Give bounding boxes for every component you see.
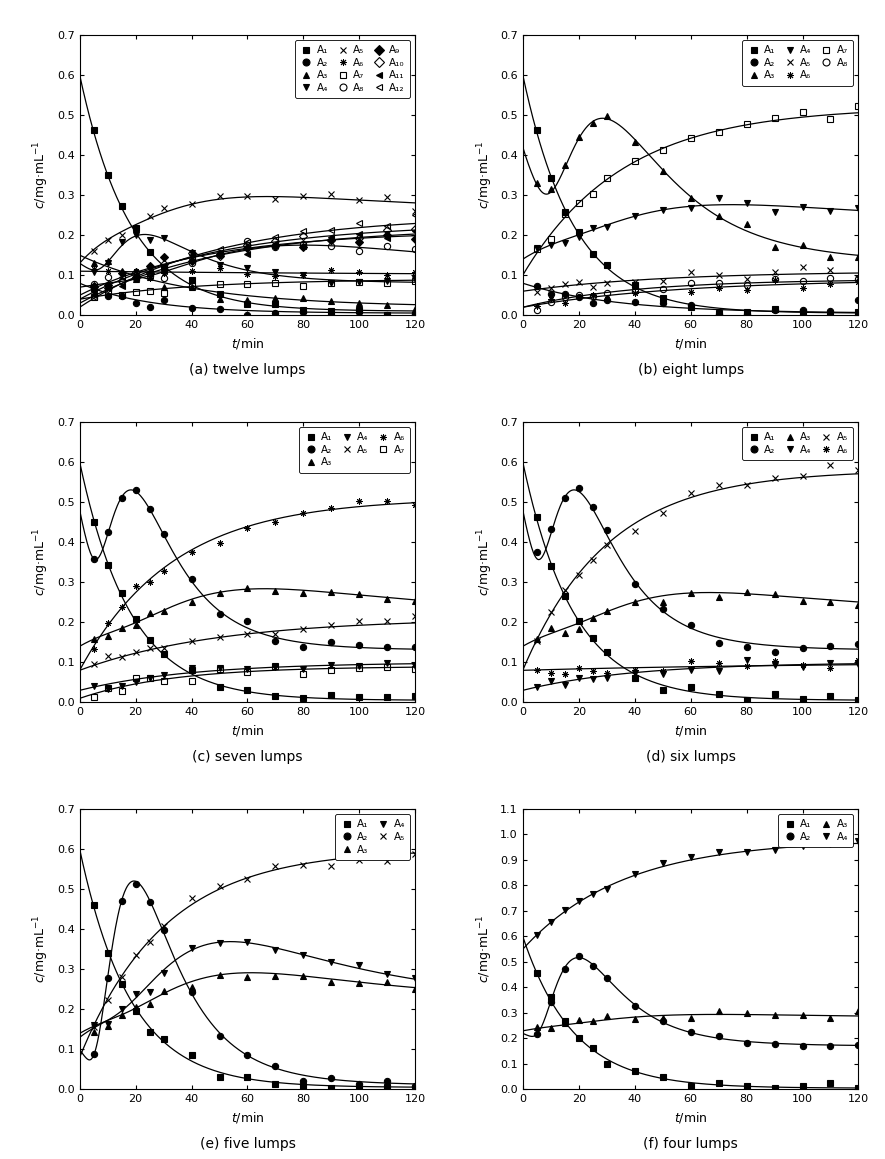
Y-axis label: $\it{c}$/mg·mL$^{-1}$: $\it{c}$/mg·mL$^{-1}$: [32, 140, 51, 210]
X-axis label: $\it{t}$/min: $\it{t}$/min: [673, 1110, 707, 1125]
Legend: A₁, A₂, A₃, A₄, A₅, A₆, A₇, A₈, A₉, A₁₀, A₁₁, A₁₂: A₁, A₂, A₃, A₄, A₅, A₆, A₇, A₈, A₉, A₁₀,…: [295, 39, 410, 99]
Text: (c) seven lumps: (c) seven lumps: [192, 750, 303, 764]
Legend: A₁, A₂, A₃, A₄, A₅, A₆, A₇: A₁, A₂, A₃, A₄, A₅, A₆, A₇: [299, 427, 410, 473]
Y-axis label: $\it{c}$/mg·mL$^{-1}$: $\it{c}$/mg·mL$^{-1}$: [475, 140, 495, 210]
Legend: A₁, A₂, A₃, A₄, A₅, A₆, A₇, A₈: A₁, A₂, A₃, A₄, A₅, A₆, A₇, A₈: [743, 39, 853, 86]
X-axis label: $\it{t}$/min: $\it{t}$/min: [231, 723, 265, 738]
Y-axis label: $\it{c}$/mg·mL$^{-1}$: $\it{c}$/mg·mL$^{-1}$: [475, 527, 495, 597]
Text: (d) six lumps: (d) six lumps: [646, 750, 735, 764]
X-axis label: $\it{t}$/min: $\it{t}$/min: [231, 336, 265, 351]
X-axis label: $\it{t}$/min: $\it{t}$/min: [673, 723, 707, 738]
X-axis label: $\it{t}$/min: $\it{t}$/min: [231, 1110, 265, 1125]
Y-axis label: $\it{c}$/mg·mL$^{-1}$: $\it{c}$/mg·mL$^{-1}$: [475, 914, 495, 984]
Text: (f) four lumps: (f) four lumps: [643, 1137, 738, 1151]
Text: (b) eight lumps: (b) eight lumps: [637, 363, 743, 377]
Legend: A₁, A₂, A₃, A₄, A₅, A₆: A₁, A₂, A₃, A₄, A₅, A₆: [743, 427, 853, 460]
Legend: A₁, A₂, A₃, A₄: A₁, A₂, A₃, A₄: [779, 814, 853, 847]
Y-axis label: $\it{c}$/mg·mL$^{-1}$: $\it{c}$/mg·mL$^{-1}$: [32, 914, 51, 984]
Y-axis label: $\it{c}$/mg·mL$^{-1}$: $\it{c}$/mg·mL$^{-1}$: [32, 527, 51, 597]
Text: (e) five lumps: (e) five lumps: [199, 1137, 296, 1151]
X-axis label: $\it{t}$/min: $\it{t}$/min: [673, 336, 707, 351]
Text: (a) twelve lumps: (a) twelve lumps: [189, 363, 305, 377]
Legend: A₁, A₂, A₃, A₄, A₅: A₁, A₂, A₃, A₄, A₅: [335, 814, 410, 860]
